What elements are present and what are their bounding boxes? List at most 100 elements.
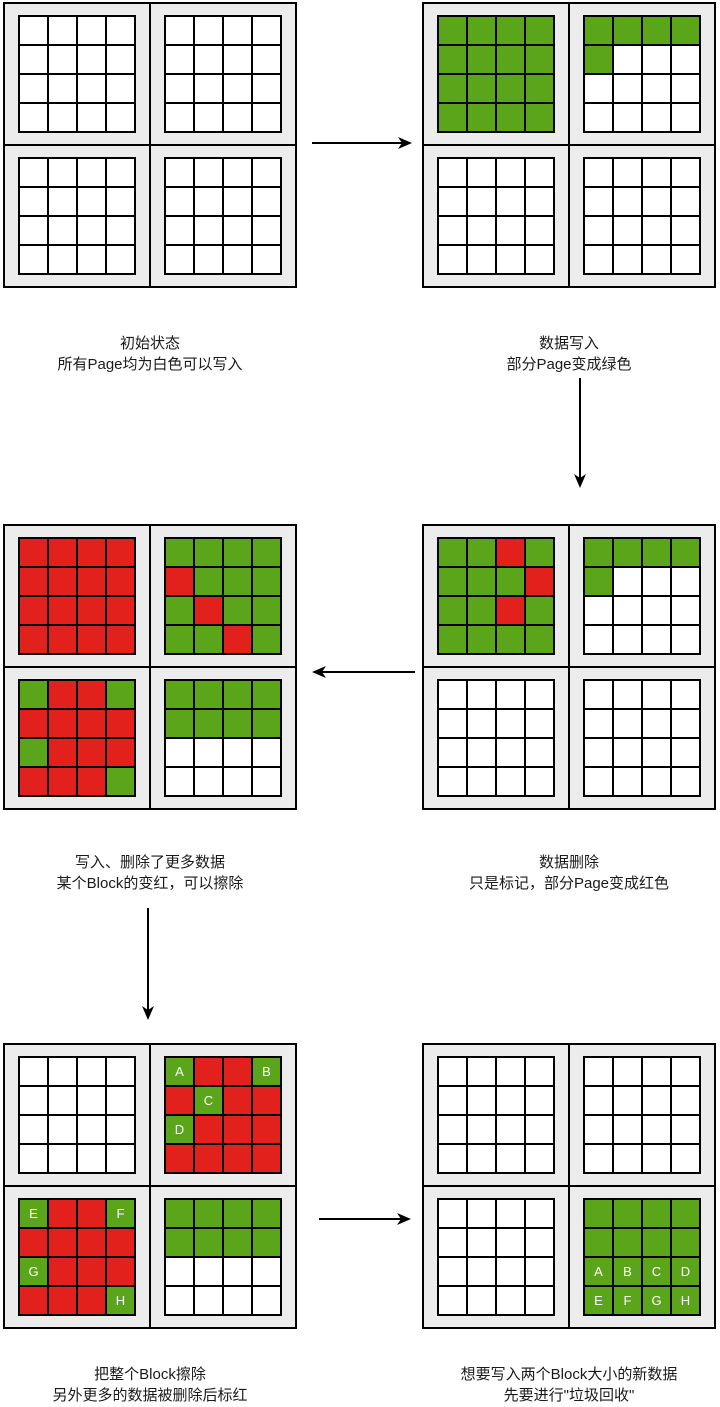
page-cell: [20, 75, 47, 102]
page-cell: [643, 75, 670, 102]
page-cell: [643, 1116, 670, 1143]
page-cell: [20, 159, 47, 186]
page-cell: [195, 246, 222, 273]
figure-initial-state: [3, 2, 297, 288]
page-cell: [526, 1116, 553, 1143]
page-cell: [195, 17, 222, 44]
page-cell: [20, 768, 47, 795]
page-grid: [583, 15, 701, 133]
page-cell: [526, 1229, 553, 1256]
page-grid: [18, 1056, 136, 1174]
page-cell: [643, 217, 670, 244]
page-cell: [585, 739, 612, 766]
page-cell: [195, 1145, 222, 1172]
page-cell: [253, 768, 280, 795]
page-cell: [497, 768, 524, 795]
flash-block: [5, 1045, 149, 1185]
page-cell: [78, 1229, 105, 1256]
page-cell: [78, 75, 105, 102]
page-cell: [107, 626, 134, 653]
page-cell: [253, 1145, 280, 1172]
page-cell: [672, 710, 699, 737]
page-cell: [224, 1287, 251, 1314]
page-cell: [643, 104, 670, 131]
page-cell: [439, 217, 466, 244]
page-cell: [78, 159, 105, 186]
page-cell: [166, 1287, 193, 1314]
page-cell: [224, 75, 251, 102]
page-cell: [166, 710, 193, 737]
page-cell: [224, 768, 251, 795]
page-cell: [195, 768, 222, 795]
page-cell: [672, 17, 699, 44]
page-cell: [526, 104, 553, 131]
page-cell: [107, 539, 134, 566]
page-cell: [526, 1145, 553, 1172]
flash-block: [5, 526, 149, 666]
page-cell: [585, 768, 612, 795]
page-cell: [526, 1087, 553, 1114]
page-cell: [195, 710, 222, 737]
flash-block: [151, 146, 295, 286]
page-cell: [78, 710, 105, 737]
page-cell: [78, 17, 105, 44]
page-cell: [78, 1258, 105, 1285]
page-cell: [439, 710, 466, 737]
page-cell: [643, 768, 670, 795]
page-cell: [78, 217, 105, 244]
page-cell: [468, 1229, 495, 1256]
page-cell: [526, 1287, 553, 1314]
page-cell: [20, 1116, 47, 1143]
page-cell: [49, 768, 76, 795]
page-cell: [497, 46, 524, 73]
page-cell: [195, 188, 222, 215]
page-cell: [78, 188, 105, 215]
page-cell: [49, 1229, 76, 1256]
page-cell: [672, 159, 699, 186]
page-cell: [49, 539, 76, 566]
page-cell: [439, 568, 466, 595]
page-cell: [224, 597, 251, 624]
page-cell: [166, 1087, 193, 1114]
page-cell: [253, 1116, 280, 1143]
page-cell-labeled: A: [585, 1258, 612, 1285]
page-cell: [166, 1229, 193, 1256]
page-cell: [497, 681, 524, 708]
page-cell: [468, 1287, 495, 1314]
page-cell: [166, 246, 193, 273]
page-grid: [583, 157, 701, 275]
page-grid: [583, 1056, 701, 1174]
page-cell: [107, 104, 134, 131]
caption-line: 数据删除: [538, 854, 599, 871]
page-cell: [78, 1087, 105, 1114]
page-cell: [49, 1058, 76, 1085]
page-cell: [195, 1229, 222, 1256]
page-cell: [643, 681, 670, 708]
caption-line: 另外更多的数据被删除后标红: [52, 1387, 248, 1404]
page-cell: [107, 46, 134, 73]
page-cell: [585, 539, 612, 566]
page-cell: [20, 17, 47, 44]
page-cell: [526, 1058, 553, 1085]
page-cell: [253, 159, 280, 186]
arrow-step3-left: [312, 666, 415, 678]
page-grid: [164, 15, 282, 133]
page-cell: [253, 188, 280, 215]
page-cell: [20, 681, 47, 708]
page-cell: [166, 1258, 193, 1285]
page-cell: [672, 626, 699, 653]
page-cell: [585, 1200, 612, 1227]
page-cell: [253, 17, 280, 44]
page-cell: [439, 17, 466, 44]
page-cell: [643, 159, 670, 186]
page-cell: [526, 1200, 553, 1227]
caption-line: 写入、删除了更多数据: [74, 854, 225, 871]
page-grid: [437, 1056, 555, 1174]
page-cell: [78, 1287, 105, 1314]
page-cell: [166, 539, 193, 566]
page-cell: [643, 539, 670, 566]
page-cell: [20, 568, 47, 595]
page-cell: [497, 568, 524, 595]
page-cell: [526, 217, 553, 244]
